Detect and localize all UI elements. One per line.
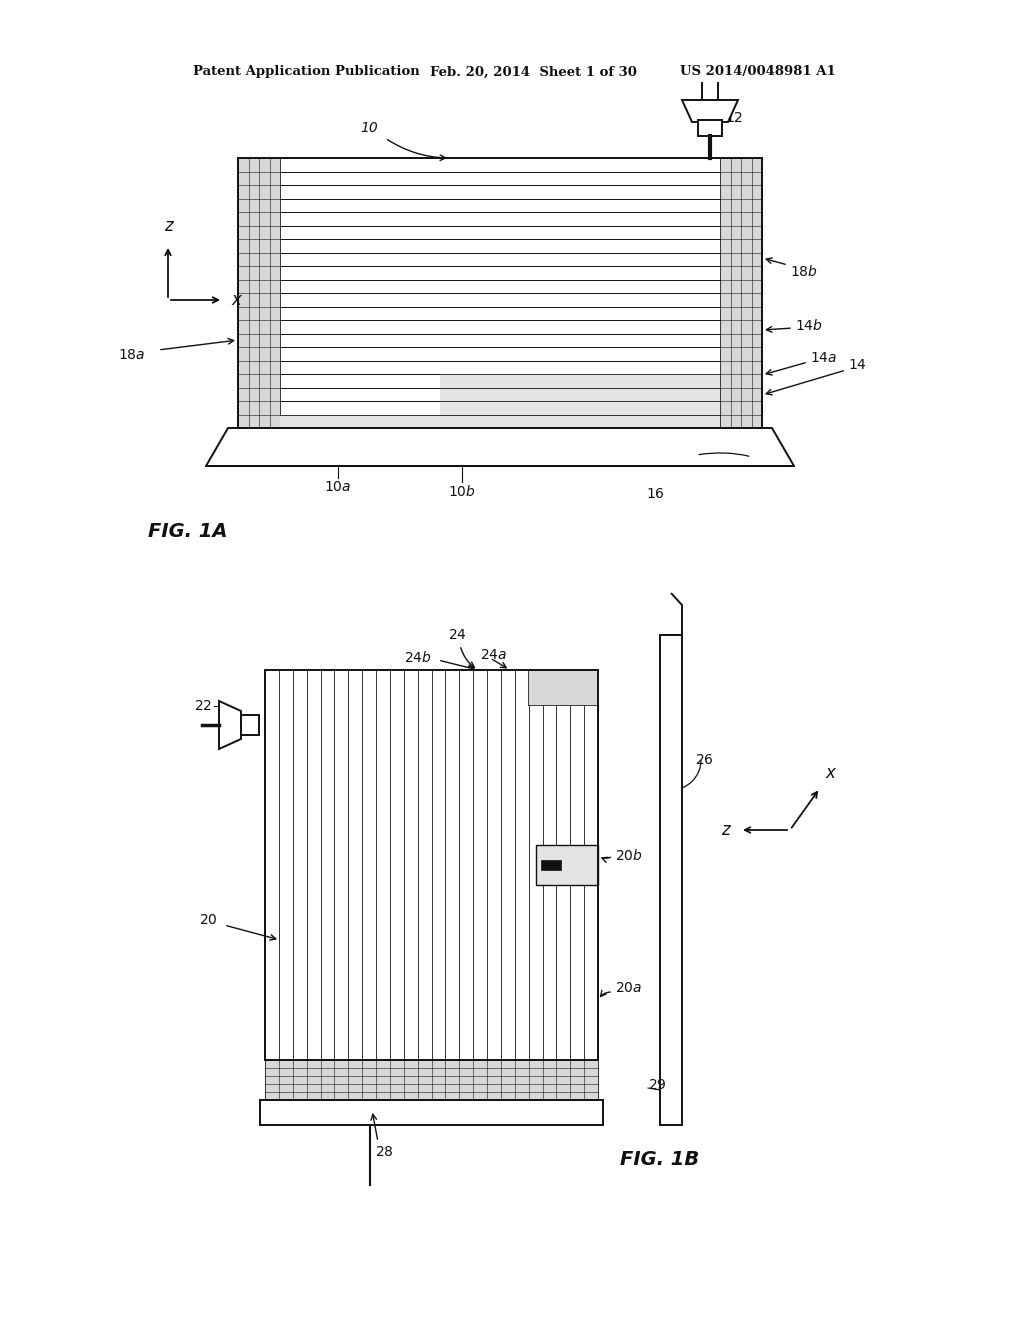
Bar	[238, 158, 280, 428]
Bar	[265, 1060, 598, 1100]
Bar	[528, 671, 598, 705]
Text: $\mathit{18b}$: $\mathit{18b}$	[790, 264, 818, 280]
Bar	[541, 861, 561, 870]
Text: $\mathit{29}$: $\mathit{29}$	[648, 1078, 667, 1092]
Bar	[660, 635, 682, 1125]
Text: $\mathit{28}$: $\mathit{28}$	[375, 1144, 394, 1159]
Text: Patent Application Publication: Patent Application Publication	[193, 66, 420, 78]
Bar	[536, 845, 598, 884]
Text: $\mathit{12}$: $\mathit{12}$	[725, 111, 743, 125]
Text: $\mathit{20a}$: $\mathit{20a}$	[615, 981, 642, 995]
Bar	[241, 715, 259, 735]
Bar	[238, 158, 762, 428]
Text: $\mathit{20b}$: $\mathit{20b}$	[615, 849, 643, 863]
Polygon shape	[206, 428, 794, 466]
Text: $\mathit{14b}$: $\mathit{14b}$	[795, 318, 823, 334]
Text: US 2014/0048981 A1: US 2014/0048981 A1	[680, 66, 836, 78]
Text: $\mathit{24a}$: $\mathit{24a}$	[480, 648, 507, 663]
Bar	[280, 158, 720, 428]
Text: $\mathit{22}$: $\mathit{22}$	[194, 700, 212, 713]
Text: z: z	[164, 216, 172, 235]
Bar	[260, 1100, 603, 1125]
Text: $\mathit{14}$: $\mathit{14}$	[848, 358, 867, 372]
Text: $\mathit{24}$: $\mathit{24}$	[449, 628, 467, 642]
Bar	[265, 671, 598, 1060]
Text: 10: 10	[360, 121, 378, 135]
Text: $\mathit{26}$: $\mathit{26}$	[695, 752, 714, 767]
Bar	[698, 120, 722, 136]
Text: $\mathit{20}$: $\mathit{20}$	[200, 913, 218, 927]
Text: x: x	[825, 764, 835, 781]
Bar	[528, 671, 598, 705]
Text: $\mathit{16}$: $\mathit{16}$	[646, 487, 665, 502]
Text: FIG. 1B: FIG. 1B	[620, 1150, 699, 1170]
Text: $\mathit{10a}$: $\mathit{10a}$	[325, 480, 351, 494]
Text: $\mathit{24b}$: $\mathit{24b}$	[404, 651, 432, 665]
Text: Feb. 20, 2014  Sheet 1 of 30: Feb. 20, 2014 Sheet 1 of 30	[430, 66, 637, 78]
Text: $\mathit{18a}$: $\mathit{18a}$	[118, 348, 145, 362]
Bar	[440, 374, 720, 414]
Bar	[720, 158, 762, 428]
Text: x: x	[231, 290, 241, 309]
Text: $\mathit{10b}$: $\mathit{10b}$	[449, 484, 476, 499]
Bar	[280, 414, 720, 428]
Text: FIG. 1A: FIG. 1A	[148, 521, 227, 541]
Bar	[265, 671, 598, 1060]
Text: $\mathit{14a}$: $\mathit{14a}$	[810, 351, 838, 366]
Polygon shape	[682, 100, 738, 121]
Polygon shape	[219, 701, 241, 748]
Text: z: z	[721, 821, 730, 840]
